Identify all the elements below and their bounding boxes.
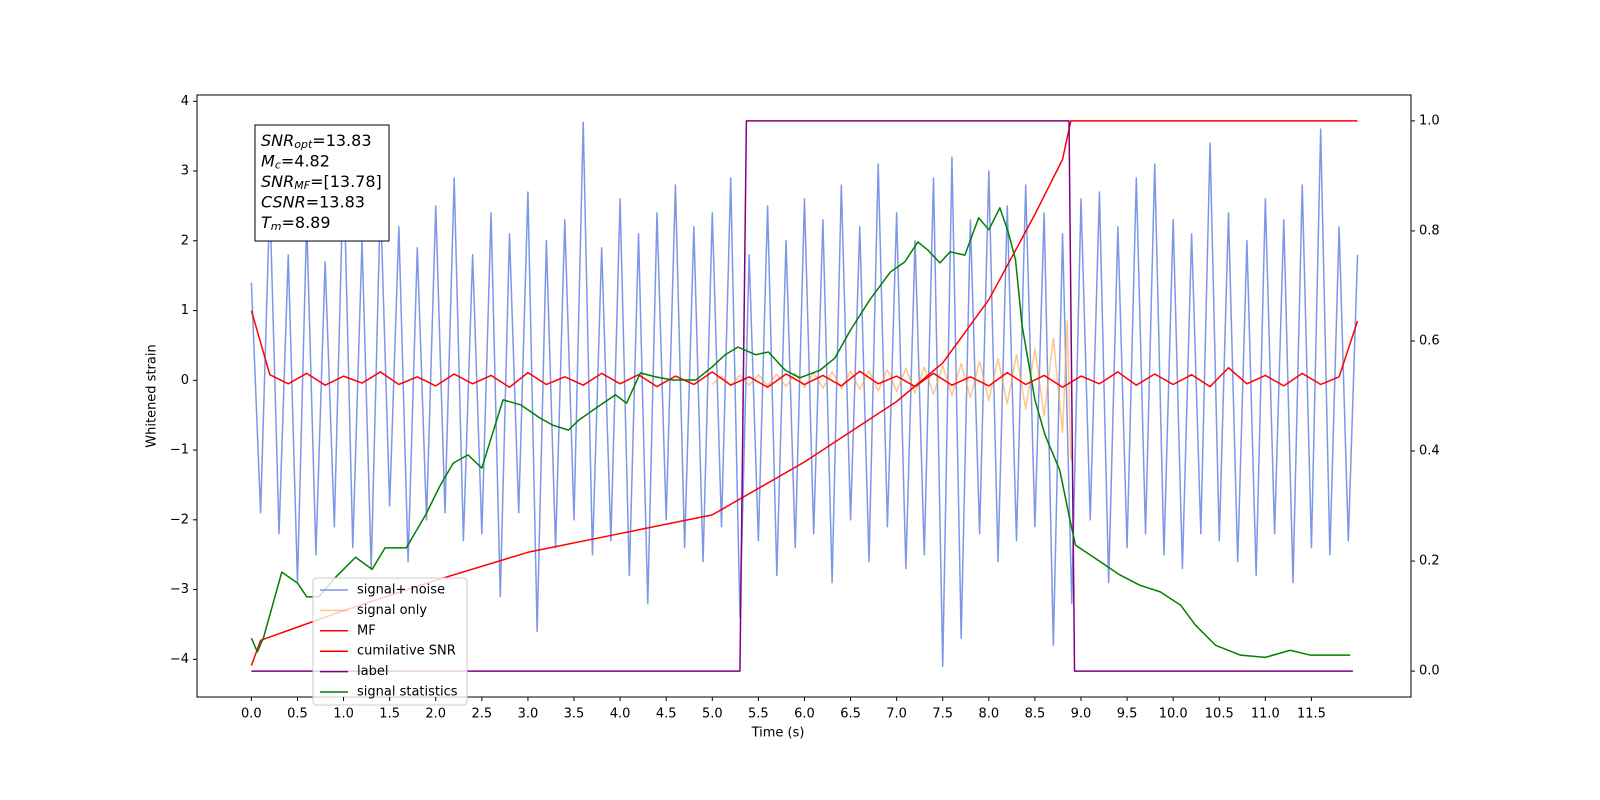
y-tick-label: −3 xyxy=(170,582,189,597)
x-axis-label: Time (s) xyxy=(751,726,805,741)
y2-tick-label: 0.0 xyxy=(1419,664,1440,679)
x-tick-label: 11.0 xyxy=(1251,707,1280,722)
annotation-value: =4.82 xyxy=(281,151,330,170)
annotation-variable: T xyxy=(261,213,272,232)
x-tick-label: 1.0 xyxy=(333,707,354,722)
series-line xyxy=(711,320,1072,461)
y-tick-label: 4 xyxy=(181,94,189,109)
x-tick-label: 0.0 xyxy=(241,707,262,722)
x-tick-label: 7.5 xyxy=(932,707,953,722)
y2-tick-label: 0.8 xyxy=(1419,223,1440,238)
annotation-value: =13.83 xyxy=(312,131,371,150)
series-line xyxy=(251,120,1353,672)
x-tick-label: 4.0 xyxy=(610,707,631,722)
annotation-variable: SNR xyxy=(261,172,294,191)
y2-tick-label: 0.6 xyxy=(1419,333,1440,348)
x-tick-label: 2.5 xyxy=(471,707,492,722)
y2-tick-label: 1.0 xyxy=(1419,113,1440,128)
y-tick-label: 3 xyxy=(181,164,189,179)
x-tick-label: 9.0 xyxy=(1071,707,1092,722)
series-line xyxy=(250,121,1359,668)
x-tick-label: 8.5 xyxy=(1025,707,1046,722)
annotation-value: =8.89 xyxy=(282,213,331,232)
y-tick-label: −2 xyxy=(170,512,189,527)
x-tick-label: 8.0 xyxy=(978,707,999,722)
x-tick-label: 2.0 xyxy=(425,707,446,722)
x-tick-label: 6.0 xyxy=(794,707,815,722)
annotation-line: Tm=8.89 xyxy=(261,213,331,234)
annotation-subscript: opt xyxy=(294,138,313,151)
x-tick-label: 4.5 xyxy=(656,707,677,722)
annotation-subscript: MF xyxy=(294,179,310,192)
annotation-line: SNRMF=[13.78] xyxy=(261,172,382,193)
x-tick-label: 10.5 xyxy=(1205,707,1234,722)
x-tick-label: 6.5 xyxy=(840,707,861,722)
x-tick-label: 5.0 xyxy=(702,707,723,722)
annotation-value: =[13.78] xyxy=(310,172,382,191)
legend: signal+ noise signal only MF cumilative SNR… xyxy=(320,583,458,700)
annotation-variable: CSNR xyxy=(261,192,306,211)
y-tick-label: 0 xyxy=(181,373,189,388)
annotation: SNRopt=13.83Mc=4.82SNRMF=[13.78]CSNR=13.… xyxy=(261,131,382,234)
legend-label: signal+ noise xyxy=(357,583,445,598)
annotation-subscript: m xyxy=(271,220,282,233)
annotation-box xyxy=(254,124,390,242)
annotation-variable: SNR xyxy=(261,131,294,150)
annotation-line: SNRopt=13.83 xyxy=(261,131,372,152)
series-line xyxy=(250,207,1351,659)
legend-box xyxy=(312,577,468,706)
x-tick-label: 9.5 xyxy=(1117,707,1138,722)
series-line xyxy=(250,310,1359,389)
y-axis-label: Whitened strain xyxy=(145,344,160,447)
legend-label: cumilative SNR xyxy=(357,644,456,659)
y2-tick-label: 0.4 xyxy=(1419,444,1440,459)
annotation-line: CSNR=13.83 xyxy=(261,192,365,211)
annotation-line: Mc=4.82 xyxy=(261,151,330,172)
x-tick-label: 1.5 xyxy=(379,707,400,722)
x-tick-label: 0.5 xyxy=(287,707,308,722)
x-tick-label: 7.0 xyxy=(886,707,907,722)
legend-label: signal statistics xyxy=(357,685,458,700)
y-tick-label: −4 xyxy=(170,652,189,667)
annotation-variable: M xyxy=(261,151,275,170)
x-tick-label: 3.5 xyxy=(564,707,585,722)
legend-label: MF xyxy=(357,623,376,638)
x-tick-label: 11.5 xyxy=(1297,707,1326,722)
x-tick-label: 10.0 xyxy=(1159,707,1188,722)
x-tick-label: 5.5 xyxy=(748,707,769,722)
y-tick-label: 1 xyxy=(181,303,189,318)
x-tick-label: 3.0 xyxy=(518,707,539,722)
y-tick-label: 2 xyxy=(181,233,189,248)
legend-label: signal only xyxy=(357,603,427,618)
y-tick-label: −1 xyxy=(170,443,189,458)
annotation-subscript: c xyxy=(275,159,281,172)
legend-label: label xyxy=(357,664,388,679)
annotation-value: =13.83 xyxy=(306,192,365,211)
y2-tick-label: 0.2 xyxy=(1419,554,1440,569)
